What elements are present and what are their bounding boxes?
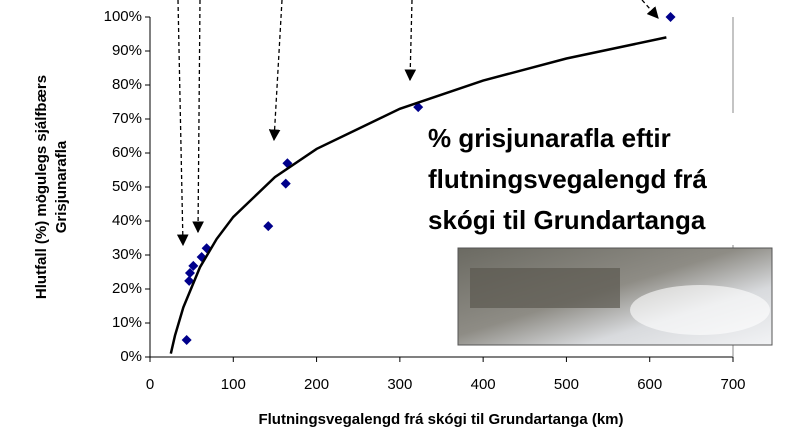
y-tick-label: 40% <box>112 212 142 229</box>
y-tick-label: 10% <box>112 314 142 331</box>
photo <box>458 248 772 345</box>
x-tick-label: 400 <box>471 376 496 393</box>
y-tick-label: 50% <box>112 178 142 195</box>
annotation: skógi til Grundartanga <box>428 205 706 235</box>
y-axis-title: Hlutfall (%) mögulegs sjálfbærs <box>33 75 50 299</box>
data-point <box>182 335 192 345</box>
y-tick-label: 90% <box>112 42 142 59</box>
y-tick-label: 80% <box>112 76 142 93</box>
x-tick-label: 600 <box>637 376 662 393</box>
x-tick-label: 200 <box>304 376 329 393</box>
y-tick-label: 60% <box>112 144 142 161</box>
y-tick-label: 70% <box>112 110 142 127</box>
x-axis-title: Flutningsvegalengd frá skógi til Grundar… <box>258 411 623 428</box>
y-tick-label: 100% <box>104 8 142 25</box>
annotation: flutningsvegalengd frá <box>428 164 707 194</box>
x-tick-label: 700 <box>720 376 745 393</box>
x-tick-label: 500 <box>554 376 579 393</box>
annotation: % grisjunarafla eftir <box>428 123 671 153</box>
data-point <box>666 12 676 22</box>
data-point <box>263 221 273 231</box>
x-tick-label: 100 <box>221 376 246 393</box>
x-tick-label: 300 <box>387 376 412 393</box>
y-tick-label: 0% <box>120 348 142 365</box>
y-tick-label: 20% <box>112 280 142 297</box>
y-axis-title: Grisjunarafla <box>53 140 70 233</box>
y-tick-label: 30% <box>112 246 142 263</box>
chart: 0% 10% 20% 30% 40% 50% 60% 70% 80% 90% 100% 0 100 200… <box>0 0 795 438</box>
data-point <box>281 179 291 189</box>
x-tick-label: 0 <box>146 376 154 393</box>
